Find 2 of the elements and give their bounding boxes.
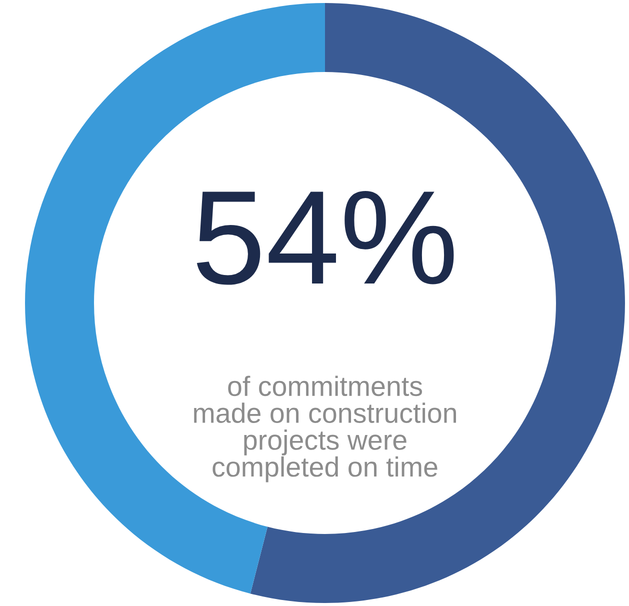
text: of commitments made on construction projects were completed on time xyxy=(194,376,456,482)
text: 54% xyxy=(196,190,454,285)
